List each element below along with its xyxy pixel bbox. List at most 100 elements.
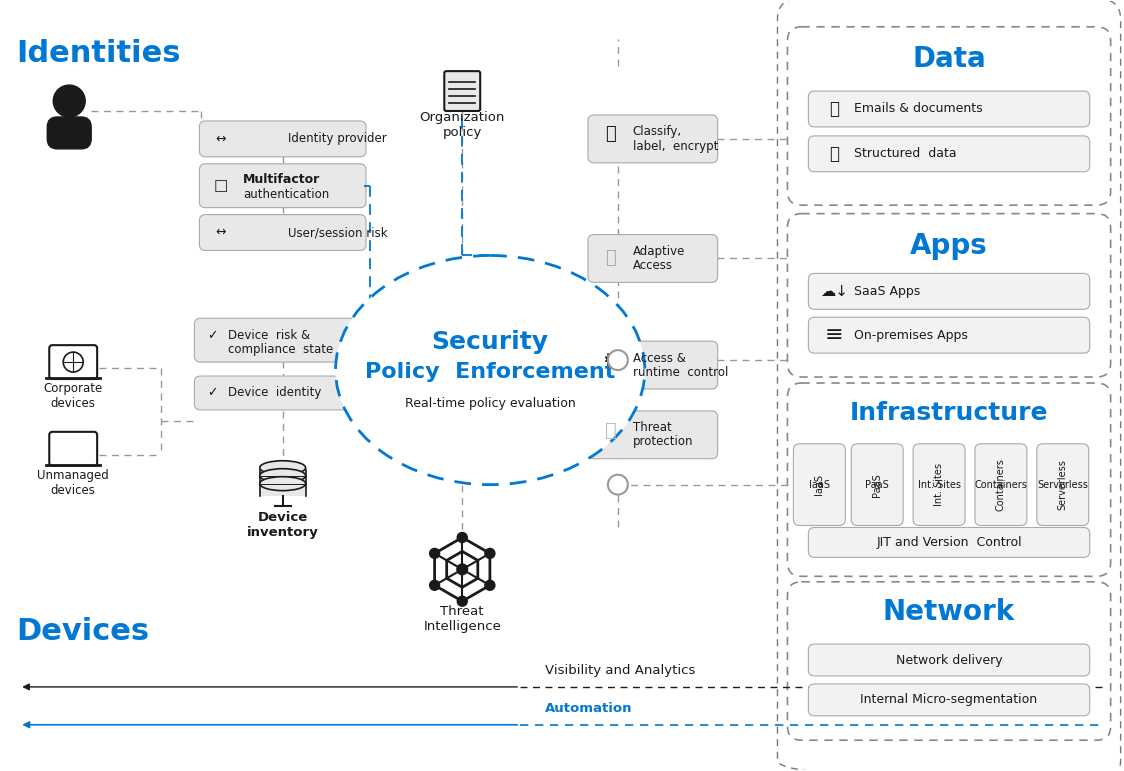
Circle shape — [608, 475, 628, 495]
FancyBboxPatch shape — [975, 444, 1027, 526]
Text: Network: Network — [883, 598, 1015, 626]
Text: ↔: ↔ — [216, 133, 226, 146]
Text: Int. Sites: Int. Sites — [917, 480, 961, 490]
Text: SaaS Apps: SaaS Apps — [854, 284, 921, 298]
Text: label,  encrypt: label, encrypt — [633, 140, 718, 153]
Circle shape — [484, 581, 495, 591]
Ellipse shape — [260, 469, 306, 483]
FancyBboxPatch shape — [260, 470, 306, 496]
Circle shape — [457, 596, 468, 606]
Text: JIT and Version  Control: JIT and Version Control — [877, 536, 1022, 549]
Text: ☁↓: ☁↓ — [821, 284, 849, 299]
Circle shape — [457, 533, 468, 543]
FancyBboxPatch shape — [588, 115, 717, 163]
FancyBboxPatch shape — [194, 376, 371, 410]
Text: ✓: ✓ — [208, 328, 218, 342]
Text: ↔: ↔ — [216, 226, 226, 239]
Text: 🗄: 🗄 — [830, 145, 840, 163]
Text: Automation: Automation — [545, 702, 633, 715]
Text: Identities: Identities — [17, 39, 181, 69]
FancyBboxPatch shape — [199, 163, 366, 207]
FancyBboxPatch shape — [851, 444, 904, 526]
Text: Device
inventory: Device inventory — [247, 511, 318, 540]
FancyBboxPatch shape — [588, 234, 717, 282]
FancyBboxPatch shape — [588, 411, 717, 459]
Text: □: □ — [214, 178, 228, 194]
Circle shape — [53, 85, 85, 117]
Text: 📄: 📄 — [830, 100, 840, 118]
FancyBboxPatch shape — [913, 444, 966, 526]
FancyBboxPatch shape — [588, 341, 717, 389]
Text: IaaS: IaaS — [809, 480, 830, 490]
FancyBboxPatch shape — [808, 91, 1089, 127]
Text: PaaS: PaaS — [865, 480, 889, 490]
Text: Apps: Apps — [910, 231, 988, 260]
Text: ≡: ≡ — [825, 325, 844, 345]
Text: Devices: Devices — [17, 617, 149, 646]
Text: protection: protection — [633, 436, 694, 448]
Circle shape — [457, 564, 468, 574]
Text: ⚙: ⚙ — [602, 351, 619, 369]
FancyBboxPatch shape — [199, 214, 366, 251]
Text: Threat
Intelligence: Threat Intelligence — [424, 605, 501, 633]
Text: Classify,: Classify, — [633, 126, 682, 139]
FancyBboxPatch shape — [49, 432, 97, 466]
Text: Threat: Threat — [633, 421, 671, 434]
FancyBboxPatch shape — [49, 345, 97, 379]
Text: IaaS: IaaS — [815, 474, 824, 495]
Text: Multifactor: Multifactor — [243, 173, 320, 187]
FancyBboxPatch shape — [808, 644, 1089, 676]
Text: Containers: Containers — [996, 458, 1006, 511]
FancyBboxPatch shape — [444, 71, 480, 111]
Text: Policy  Enforcement: Policy Enforcement — [365, 362, 615, 382]
Text: Unmanaged
devices: Unmanaged devices — [37, 469, 109, 497]
Text: Device  identity: Device identity — [228, 386, 321, 399]
Text: Access &: Access & — [633, 352, 686, 365]
Ellipse shape — [260, 461, 306, 475]
FancyBboxPatch shape — [1036, 444, 1089, 526]
Text: On-premises Apps: On-premises Apps — [854, 328, 968, 342]
Text: Internal Micro-segmentation: Internal Micro-segmentation — [861, 693, 1037, 706]
Text: authentication: authentication — [243, 188, 329, 201]
Text: Data: Data — [913, 45, 986, 73]
Circle shape — [429, 548, 439, 558]
Text: Emails & documents: Emails & documents — [854, 103, 982, 116]
Text: Structured  data: Structured data — [854, 147, 957, 160]
Circle shape — [429, 581, 439, 591]
Text: Network delivery: Network delivery — [896, 654, 1003, 666]
Circle shape — [484, 548, 495, 558]
Text: Device  risk &: Device risk & — [228, 328, 310, 342]
FancyBboxPatch shape — [808, 527, 1089, 557]
Circle shape — [608, 350, 628, 370]
FancyBboxPatch shape — [808, 317, 1089, 353]
Text: PaaS: PaaS — [872, 473, 882, 497]
Text: Adaptive: Adaptive — [633, 245, 686, 258]
Text: Infrastructure: Infrastructure — [850, 401, 1049, 425]
FancyBboxPatch shape — [794, 444, 845, 526]
Text: Visibility and Analytics: Visibility and Analytics — [545, 664, 696, 677]
FancyBboxPatch shape — [194, 318, 371, 362]
Text: Corporate
devices: Corporate devices — [44, 382, 102, 410]
Text: Containers: Containers — [975, 480, 1027, 490]
Text: compliance  state: compliance state — [228, 342, 333, 355]
Text: runtime  control: runtime control — [633, 365, 728, 379]
Text: 🛡: 🛡 — [605, 421, 617, 440]
Text: 🔒: 🔒 — [606, 125, 616, 143]
Text: Security: Security — [432, 330, 549, 354]
Text: User/session risk: User/session risk — [288, 226, 388, 239]
Text: Real-time policy evaluation: Real-time policy evaluation — [405, 397, 575, 410]
Text: ✓: ✓ — [208, 386, 218, 399]
Text: Serverless: Serverless — [1037, 480, 1088, 490]
FancyBboxPatch shape — [199, 121, 366, 157]
Text: Identity provider: Identity provider — [288, 133, 387, 146]
Text: Serverless: Serverless — [1058, 460, 1068, 510]
Ellipse shape — [336, 255, 645, 485]
FancyBboxPatch shape — [808, 274, 1089, 309]
FancyBboxPatch shape — [808, 684, 1089, 715]
Text: 🦶: 🦶 — [606, 250, 616, 268]
FancyBboxPatch shape — [47, 117, 91, 149]
Ellipse shape — [260, 476, 306, 490]
Text: Int. Sites: Int. Sites — [934, 463, 944, 506]
FancyBboxPatch shape — [808, 136, 1089, 172]
Text: Access: Access — [633, 259, 673, 272]
